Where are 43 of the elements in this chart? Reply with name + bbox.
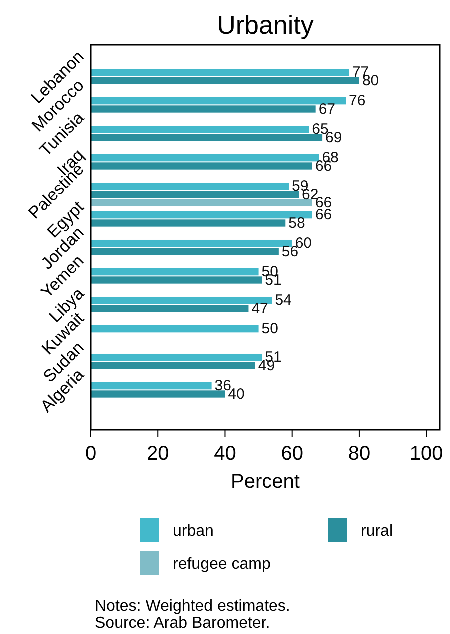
bar bbox=[91, 77, 360, 84]
data-label: 58 bbox=[288, 214, 306, 232]
bar bbox=[91, 390, 226, 398]
bar bbox=[91, 106, 316, 113]
bar bbox=[91, 162, 312, 170]
data-label: 67 bbox=[318, 100, 336, 118]
bar bbox=[91, 276, 262, 284]
legend-label: refugee camp bbox=[173, 556, 271, 573]
bar bbox=[91, 126, 310, 134]
bar bbox=[91, 354, 262, 362]
x-tick-label: 100 bbox=[410, 443, 444, 465]
x-tick-label: 80 bbox=[348, 443, 371, 465]
bar bbox=[91, 220, 286, 227]
x-tick-label: 20 bbox=[146, 443, 170, 465]
x-tick-label: 60 bbox=[281, 443, 304, 465]
bar bbox=[91, 305, 249, 312]
data-label: 54 bbox=[275, 292, 292, 310]
data-label: 47 bbox=[252, 300, 268, 318]
bar bbox=[91, 248, 279, 256]
x-tick-label: 40 bbox=[214, 443, 236, 465]
bar bbox=[91, 154, 320, 162]
chart-title: Urbanity bbox=[217, 10, 314, 40]
bar bbox=[91, 199, 312, 207]
bar bbox=[91, 182, 289, 190]
bar bbox=[91, 382, 212, 390]
bar bbox=[91, 69, 350, 76]
x-tick-label: 0 bbox=[85, 443, 97, 465]
x-axis-title: Percent bbox=[231, 471, 300, 493]
text: Notes: Weighted estimates. bbox=[95, 598, 290, 615]
bar bbox=[91, 98, 346, 105]
source-note: Source: Arab Barometer. bbox=[95, 615, 270, 632]
bar bbox=[91, 268, 259, 276]
bar bbox=[91, 191, 300, 198]
bar bbox=[91, 211, 312, 219]
data-label: 50 bbox=[262, 320, 278, 338]
legend-label: rural bbox=[361, 523, 394, 540]
bar bbox=[91, 296, 272, 304]
legend-label: urban bbox=[173, 523, 214, 540]
bar bbox=[91, 134, 323, 142]
data-label: 76 bbox=[349, 92, 366, 110]
bar bbox=[91, 325, 259, 333]
bar bbox=[91, 240, 292, 248]
bar bbox=[91, 362, 256, 370]
